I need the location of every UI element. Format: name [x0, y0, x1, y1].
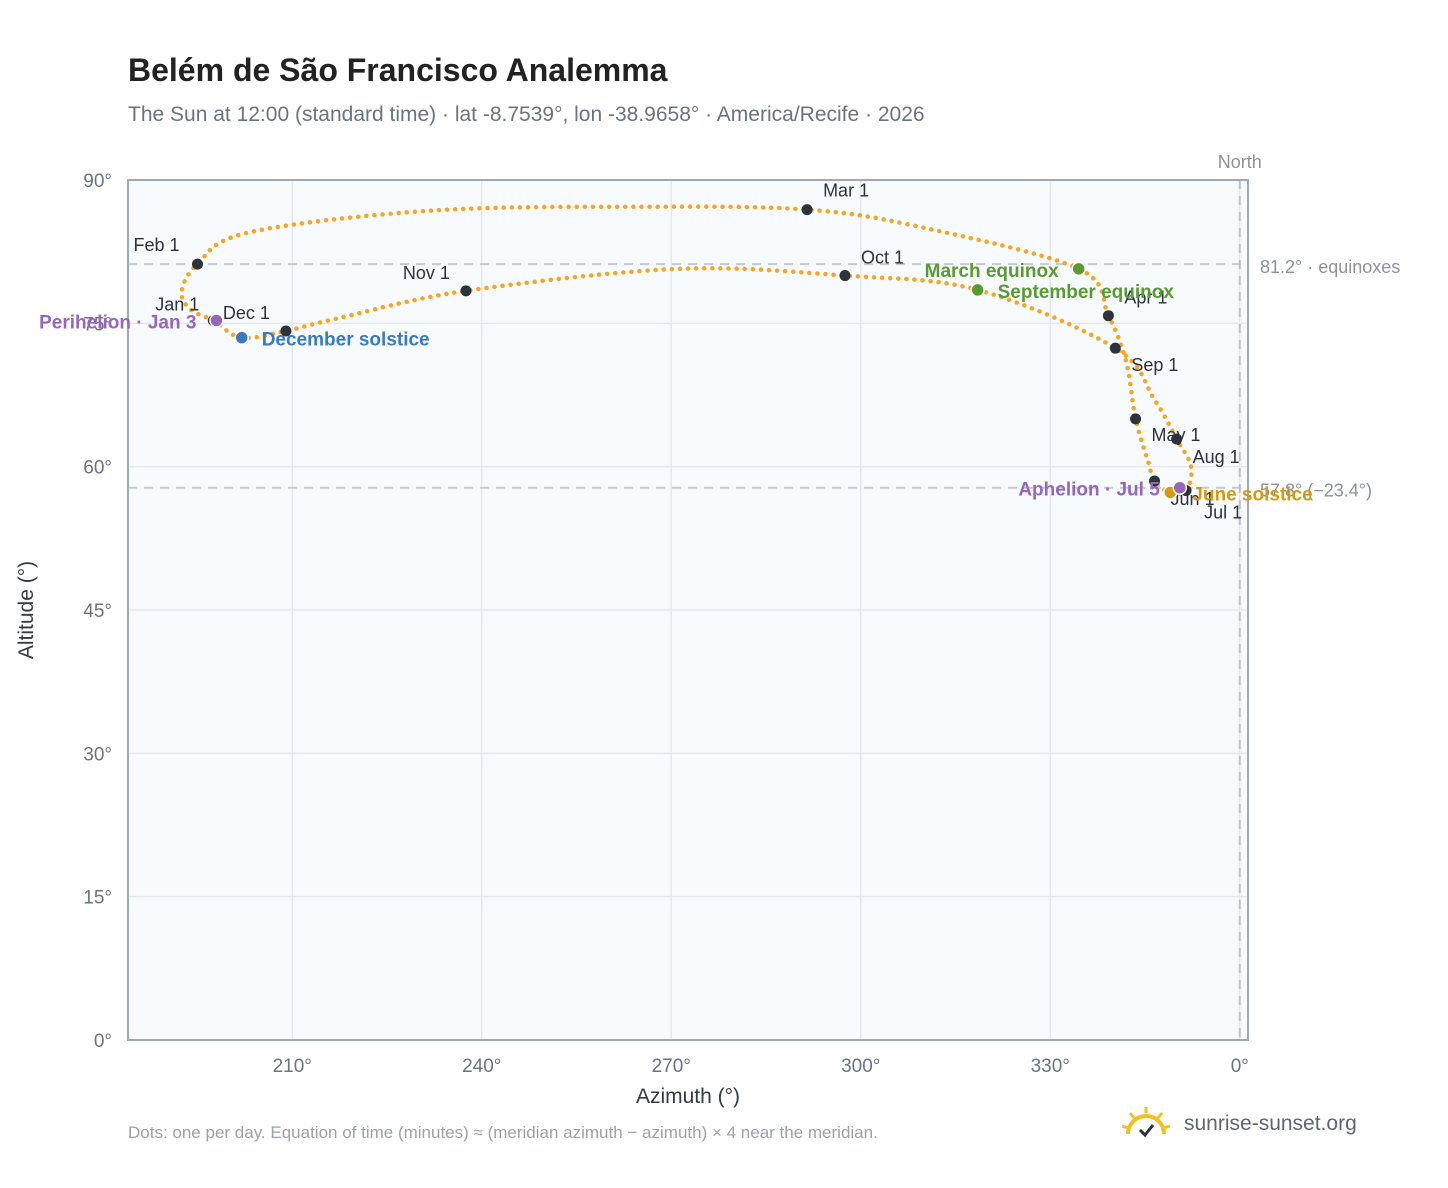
brand-logo[interactable]: sunrise-sunset.org — [1120, 1100, 1357, 1148]
chart-title: Belém de São Francisco Analemma — [128, 52, 668, 88]
event-label: Aphelion · Jul 5 — [1018, 480, 1160, 501]
month-label: Aug 1 — [1193, 447, 1240, 467]
event-label: September equinox — [998, 282, 1175, 303]
y-tick-label: 45° — [83, 601, 112, 622]
event-marker — [1172, 480, 1188, 495]
event-label: Perihelion · Jan 3 — [39, 312, 196, 333]
x-tick-label: 0° — [1231, 1056, 1249, 1077]
event-label: March equinox — [925, 261, 1060, 282]
month-marker — [1102, 310, 1114, 322]
y-tick-label: 0° — [94, 1031, 112, 1052]
x-tick-label: 210° — [273, 1056, 312, 1077]
month-marker — [1109, 342, 1121, 354]
plot-frame — [127, 179, 1249, 1041]
month-label: Oct 1 — [861, 248, 904, 268]
brand-name: sunrise-sunset.org — [1184, 1112, 1357, 1135]
chart-subtitle: The Sun at 12:00 (standard time) · lat -… — [128, 103, 925, 126]
month-marker — [1171, 433, 1183, 445]
month-label: Dec 1 — [223, 303, 270, 323]
month-marker — [839, 270, 851, 282]
month-marker — [801, 204, 813, 216]
month-marker — [1130, 413, 1142, 425]
month-marker — [191, 258, 203, 270]
north-label: North — [1218, 152, 1262, 172]
x-tick-label: 270° — [652, 1056, 691, 1077]
reference-line-label: 57.8° (−23.4°) — [1260, 481, 1372, 501]
month-label: Jan 1 — [155, 294, 199, 314]
y-tick-label: 75° — [83, 314, 112, 335]
month-label: Sep 1 — [1131, 355, 1178, 375]
event-marker — [1071, 261, 1086, 277]
y-tick-label: 15° — [83, 888, 112, 909]
event-marker — [234, 330, 249, 345]
x-tick-label: 300° — [841, 1056, 880, 1077]
month-label: Nov 1 — [403, 263, 450, 283]
y-tick-label: 60° — [83, 458, 112, 479]
y-axis-label: Altitude (°) — [15, 561, 38, 659]
month-label: Jul 1 — [1204, 503, 1242, 523]
event-label: December solstice — [262, 330, 430, 351]
footnote: Dots: one per day. Equation of time (min… — [128, 1123, 878, 1142]
analemma-daily-dots — [179, 204, 1194, 497]
sunrise-logo-icon — [1121, 1107, 1171, 1138]
x-tick-label: 330° — [1031, 1056, 1070, 1077]
month-label: Feb 1 — [133, 235, 179, 255]
event-marker — [209, 313, 224, 328]
y-tick-label: 30° — [83, 744, 112, 765]
month-marker — [460, 285, 472, 297]
event-marker — [970, 282, 985, 298]
month-marker — [1149, 475, 1161, 487]
y-tick-label: 90° — [83, 171, 112, 192]
x-axis-label: Azimuth (°) — [636, 1085, 740, 1108]
month-marker — [280, 325, 292, 337]
reference-line-label: 81.2° · equinoxes — [1260, 257, 1400, 277]
x-tick-label: 240° — [462, 1056, 501, 1077]
month-label: Mar 1 — [823, 181, 869, 201]
event-label: June solstice — [1192, 484, 1312, 505]
month-label: Apr 1 — [1124, 288, 1167, 308]
